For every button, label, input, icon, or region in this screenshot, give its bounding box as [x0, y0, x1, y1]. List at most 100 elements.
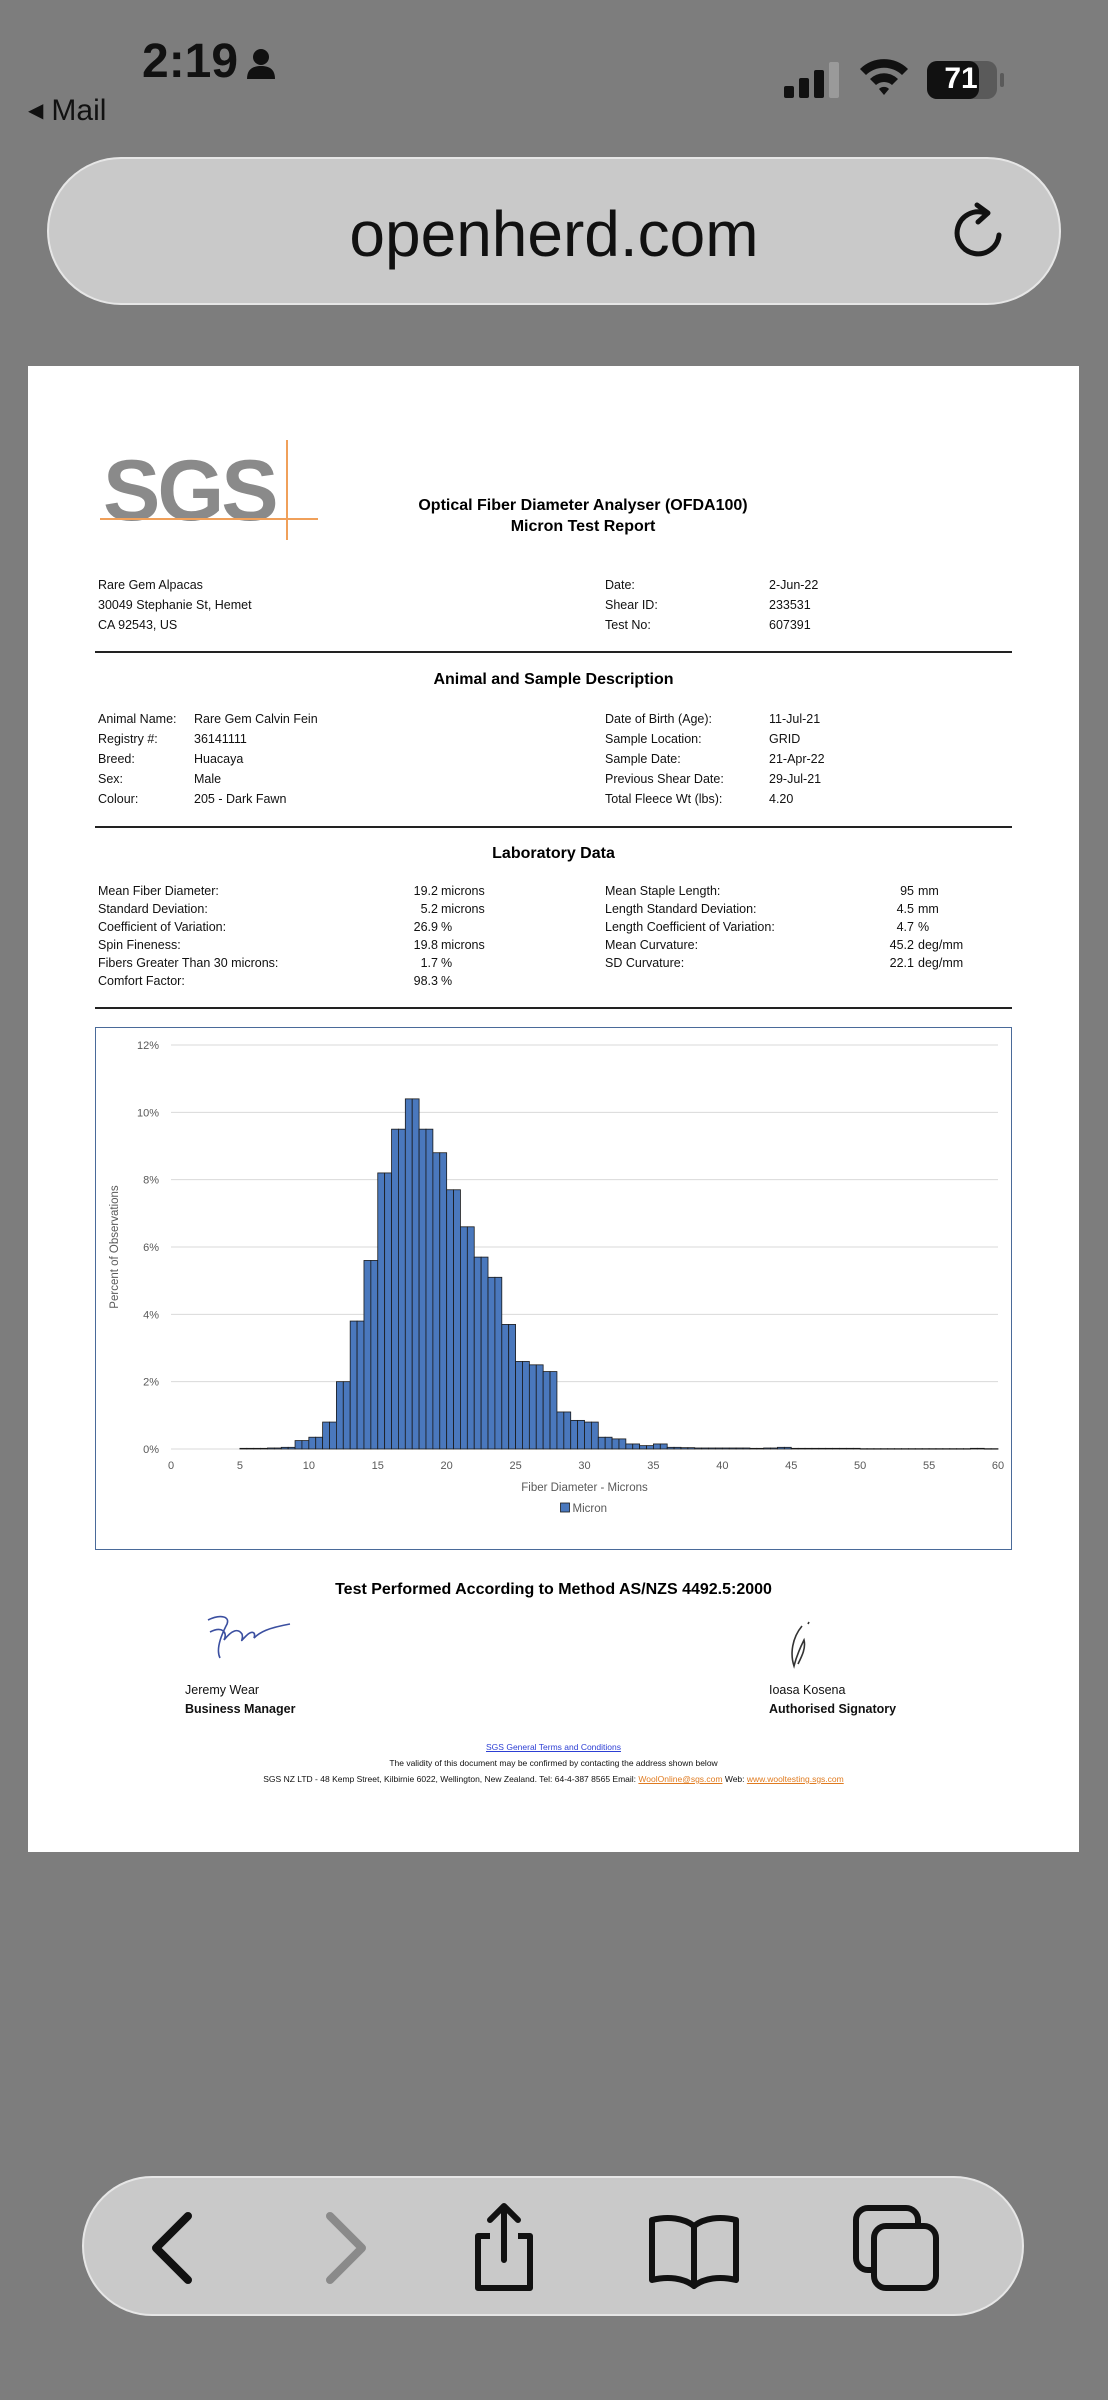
back-to-mail-link[interactable]: ◀ Mail — [28, 94, 106, 128]
histogram-bar — [611, 1438, 620, 1450]
x-tick-label: 60 — [992, 1460, 1004, 1472]
status-bar: 2:19 ◀ Mail 71 — [0, 0, 1108, 140]
histogram-bar — [508, 1324, 516, 1450]
animal-label: Previous Shear Date: — [605, 772, 724, 786]
histogram-bar — [666, 1446, 675, 1450]
histogram-bar — [570, 1419, 579, 1450]
histogram-bar — [976, 1447, 985, 1450]
histogram-bar — [404, 1098, 413, 1450]
histogram-bar — [949, 1448, 958, 1450]
histogram-bar — [377, 1172, 386, 1450]
x-tick-label: 45 — [785, 1460, 797, 1472]
back-triangle-icon: ◀ — [28, 100, 44, 122]
divider — [95, 826, 1012, 828]
histogram-bar — [287, 1446, 296, 1450]
report-subtitle: Micron Test Report — [510, 518, 656, 535]
histogram-bar — [777, 1446, 785, 1450]
signature-ioasa-kosena — [791, 1621, 810, 1669]
animal-label: Sex: — [98, 772, 124, 786]
histogram-bar — [246, 1447, 255, 1450]
histogram-bar — [542, 1371, 551, 1450]
signatory-title: Authorised Signatory — [769, 1702, 897, 1716]
histogram-bar — [294, 1440, 303, 1450]
histogram-bar — [914, 1448, 923, 1450]
histogram-bar — [701, 1447, 709, 1450]
lab-label: Comfort Factor: — [98, 974, 185, 988]
lab-label: Mean Fiber Diameter: — [98, 884, 219, 898]
histogram-bar — [970, 1447, 978, 1450]
x-tick-label: 35 — [647, 1460, 659, 1472]
histogram-bar — [411, 1098, 420, 1450]
histogram-bar — [908, 1448, 916, 1450]
tabs-icon[interactable] — [846, 2198, 946, 2298]
x-tick-label: 50 — [854, 1460, 866, 1472]
forward-icon[interactable] — [292, 2198, 392, 2298]
histogram-bar — [384, 1172, 392, 1450]
histogram-bar — [590, 1421, 599, 1450]
x-tick-label: 55 — [923, 1460, 935, 1472]
divider — [95, 1007, 1012, 1009]
histogram-bar — [432, 1152, 441, 1450]
histogram-bar — [659, 1443, 668, 1450]
back-icon[interactable] — [126, 2198, 226, 2298]
lab-unit: microns — [441, 938, 485, 952]
lab-unit: mm — [918, 884, 939, 898]
lab-value: 5.2 — [420, 902, 438, 916]
histogram-bar — [391, 1128, 399, 1450]
lab-label: Mean Curvature: — [605, 938, 699, 952]
animal-value: 11-Jul-21 — [769, 712, 821, 726]
histogram-bar — [356, 1320, 365, 1450]
meta-label: Shear ID: — [605, 598, 658, 612]
histogram-bar — [956, 1448, 964, 1450]
address-bar[interactable]: openherd.com — [47, 157, 1061, 305]
terms-link[interactable]: SGS General Terms and Conditions — [486, 1742, 621, 1752]
histogram-bar — [625, 1443, 634, 1450]
histogram-bar — [825, 1447, 833, 1450]
x-tick-label: 15 — [372, 1460, 384, 1472]
web-link[interactable]: www.wooltesting.sgs.com — [746, 1774, 844, 1784]
sgs-logo: SGS — [103, 443, 279, 539]
histogram-bar — [680, 1447, 689, 1450]
validity-note: The validity of this document may be con… — [389, 1758, 718, 1768]
lab-unit: microns — [441, 884, 485, 898]
signatory-name: Ioasa Kosena — [769, 1683, 846, 1697]
url-text[interactable]: openherd.com — [349, 198, 759, 270]
footer-address: SGS NZ LTD - 48 Kemp Street, Kilbirnie 6… — [263, 1774, 639, 1784]
lab-unit: % — [918, 920, 930, 934]
lab-value: 22.1 — [889, 956, 914, 970]
lab-unit: deg/mm — [918, 938, 964, 952]
email-link[interactable]: WoolOnline@sgs.com — [638, 1774, 723, 1784]
histogram-bar — [239, 1447, 248, 1450]
x-tick-label: 5 — [237, 1460, 243, 1472]
lab-value: 19.8 — [413, 938, 438, 952]
histogram-bar — [473, 1256, 482, 1450]
y-tick-label: 0% — [143, 1444, 159, 1456]
histogram-bar — [335, 1381, 344, 1450]
meta-label: Date: — [605, 578, 635, 592]
x-tick-label: 25 — [509, 1460, 521, 1472]
signature-jeremy-wear — [207, 1615, 291, 1659]
lab-label: Standard Deviation: — [98, 902, 208, 916]
histogram-bar — [921, 1448, 930, 1450]
animal-label: Colour: — [98, 792, 139, 806]
histogram-bar — [763, 1447, 771, 1450]
histogram-bar — [852, 1447, 861, 1450]
owner-address-1: 30049 Stephanie St, Hemet — [98, 598, 252, 612]
histogram-bar — [790, 1447, 799, 1450]
animal-label: Registry #: — [98, 732, 158, 746]
y-tick-label: 4% — [143, 1309, 159, 1321]
histogram-bar — [315, 1436, 324, 1450]
y-axis-title: Percent of Observations — [109, 1185, 121, 1309]
histogram-bar — [584, 1421, 592, 1450]
histogram-bar — [935, 1448, 944, 1450]
cellular-signal-icon — [784, 62, 839, 98]
histogram-bar — [604, 1436, 613, 1450]
legend-label: Micron — [573, 1503, 608, 1515]
histogram-bar — [928, 1448, 937, 1450]
reload-icon[interactable] — [947, 201, 1011, 265]
bookmarks-icon[interactable] — [644, 2198, 744, 2298]
share-icon[interactable] — [454, 2198, 554, 2298]
animal-section-heading: Animal and Sample Description — [433, 671, 674, 688]
histogram-bar — [597, 1436, 606, 1450]
lab-value: 95 — [900, 884, 914, 898]
